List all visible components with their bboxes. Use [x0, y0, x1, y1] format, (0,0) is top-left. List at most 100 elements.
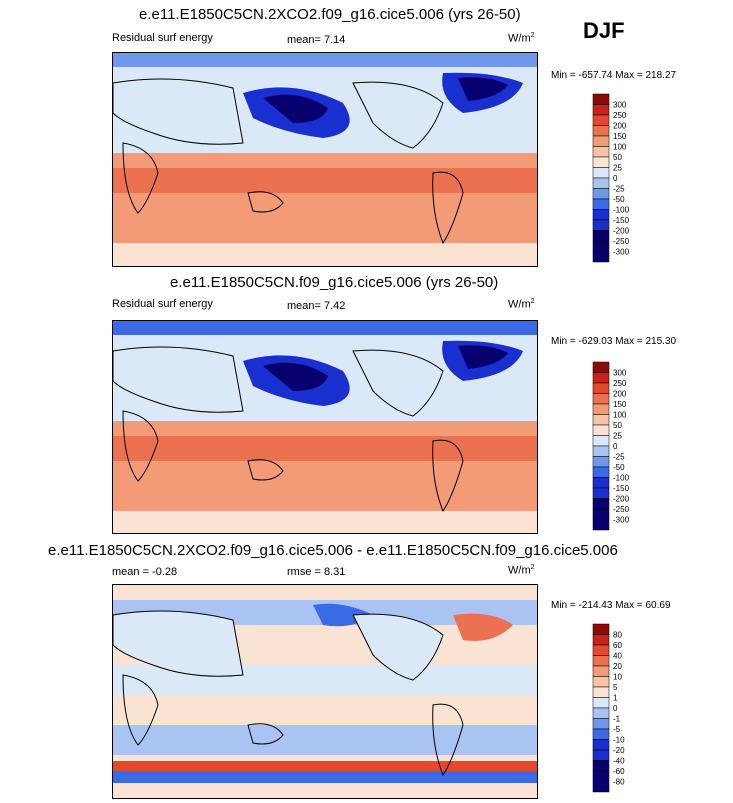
colorbar-tick-label: -10 — [613, 736, 625, 745]
colorbar-tick-label: 0 — [613, 442, 618, 451]
colorbar-tick-label: -5 — [613, 725, 621, 734]
colorbar-tick-label: 20 — [613, 662, 622, 671]
africa-outline — [122, 674, 159, 746]
panel1-colorbar-svg: 30025020015010050250-25-50-100-150-200-2… — [592, 93, 630, 263]
colorbar-swatch — [592, 219, 610, 231]
colorbar-swatch — [592, 382, 610, 394]
colorbar-tick-label: -100 — [613, 474, 630, 483]
panel2-field-label: Residual surf energy — [112, 298, 213, 310]
colorbar-swatch — [592, 177, 610, 189]
tropical-band — [113, 153, 537, 243]
colorbar-tick-label: 40 — [613, 652, 622, 661]
colorbar-tick-label: -300 — [613, 516, 630, 525]
colorbar-tick-label: -200 — [613, 495, 630, 504]
colorbar-swatch — [592, 665, 610, 677]
colorbar-swatch — [592, 623, 610, 635]
panel2-title: e.e11.E1850C5CN.f09_g16.cice5.006 (yrs 2… — [170, 274, 499, 291]
colorbar-swatch — [592, 393, 610, 405]
colorbar-tick-label: 200 — [613, 390, 627, 399]
colorbar-swatch — [592, 240, 610, 252]
colorbar-tick-label: 25 — [613, 164, 622, 173]
colorbar-swatch — [592, 372, 610, 384]
antarctic-band — [113, 243, 537, 266]
panel2-minmax: Min = -629.03 Max = 215.30 — [551, 336, 677, 347]
africa-outline — [122, 142, 159, 214]
panel1-mean: mean= 7.14 — [287, 34, 346, 46]
colorbar-swatch — [592, 707, 610, 719]
panel3-map-svg — [113, 585, 537, 798]
colorbar-tick-label: 200 — [613, 122, 627, 131]
colorbar-tick-label: -200 — [613, 227, 630, 236]
panel3-rmse: rmse = 8.31 — [287, 566, 346, 578]
colorbar-swatch — [592, 644, 610, 656]
colorbar-tick-label: 60 — [613, 641, 622, 650]
arctic-band — [113, 53, 537, 67]
colorbar-tick-label: -50 — [613, 463, 625, 472]
colorbar-swatch — [592, 135, 610, 147]
colorbar-tick-label: 1 — [613, 694, 618, 703]
eurasia-outline — [113, 610, 244, 677]
colorbar-tick-label: 250 — [613, 379, 627, 388]
panel3-colorbar: 80 60 40 20 10 5 1 0 -1 -5 -10 -20 -40 -60 -80 — [592, 623, 673, 794]
antarctic-band — [113, 783, 537, 798]
colorbar-tick-label: 250 — [613, 111, 627, 120]
colorbar-tick-label: -25 — [613, 453, 625, 462]
north-america-outline — [352, 613, 444, 681]
colorbar-swatch — [592, 403, 610, 415]
colorbar-tick-label: -300 — [613, 248, 630, 257]
colorbar-swatch — [592, 209, 610, 221]
panel2-colorbar-svg: 30025020015010050250-25-50-100-150-200-2… — [592, 361, 630, 531]
colorbar-tick-label: 100 — [613, 143, 627, 152]
colorbar-tick-label: -100 — [613, 206, 630, 215]
colorbar-swatch — [592, 361, 610, 373]
colorbar-tick-label: -150 — [613, 484, 630, 493]
antarctic-band — [113, 511, 537, 533]
colorbar-tick-label: 25 — [613, 432, 622, 441]
colorbar-swatch — [592, 466, 610, 478]
kuroshio-core — [263, 362, 328, 391]
panel3-minmax: Min = -214.43 Max = 60.69 — [551, 600, 671, 611]
colorbar-tick-label: 300 — [613, 101, 627, 110]
colorbar-tick-label: -40 — [613, 757, 625, 766]
colorbar-swatch — [592, 697, 610, 709]
panel3-units: W/m2 — [508, 564, 535, 577]
arctic-band — [113, 321, 537, 335]
panel3-map — [112, 584, 538, 799]
eurasia-outline — [113, 78, 244, 145]
colorbar-swatch — [592, 156, 610, 168]
colorbar-swatch — [592, 146, 610, 158]
colorbar-tick-label: 80 — [613, 631, 622, 640]
south-america-outline — [432, 439, 464, 513]
equatorial-band — [113, 168, 537, 193]
colorbar-swatch — [592, 781, 610, 793]
panel2-mean: mean= 7.42 — [287, 300, 346, 312]
colorbar-swatch — [592, 188, 610, 200]
colorbar-tick-label: -60 — [613, 767, 625, 776]
colorbar-tick-label: 10 — [613, 673, 622, 682]
panel2-colorbar: 300 250 200 150 100 50 25 0 -25 -50 -100 -150 -200 -2… — [592, 361, 673, 532]
colorbar-swatch — [592, 230, 610, 242]
australia-outline — [247, 191, 284, 213]
southern-neg-band — [113, 725, 537, 755]
colorbar-swatch — [592, 477, 610, 489]
colorbar-swatch — [592, 686, 610, 698]
colorbar-tick-label: -20 — [613, 746, 625, 755]
colorbar-swatch — [592, 749, 610, 761]
colorbar-swatch — [592, 456, 610, 468]
colorbar-tick-label: 50 — [613, 153, 622, 162]
colorbar-swatch — [592, 435, 610, 447]
colorbar-swatch — [592, 424, 610, 436]
panel1-title: e.e11.E1850C5CN.2XCO2.f09_g16.cice5.006 … — [139, 6, 521, 23]
africa-outline — [122, 410, 159, 482]
panel2-units: W/m2 — [508, 298, 535, 311]
colorbar-swatch — [592, 93, 610, 105]
panel3-title: e.e11.E1850C5CN.2XCO2.f09_g16.cice5.006 … — [48, 542, 618, 559]
colorbar-tick-label: -80 — [613, 778, 625, 787]
australia-outline — [247, 723, 284, 745]
colorbar-tick-label: 50 — [613, 421, 622, 430]
north-america-outline — [352, 349, 444, 417]
panel1-field-label: Residual surf energy — [112, 32, 213, 44]
season-label: DJF — [583, 18, 625, 43]
colorbar-swatch — [592, 104, 610, 116]
colorbar-swatch — [592, 125, 610, 137]
